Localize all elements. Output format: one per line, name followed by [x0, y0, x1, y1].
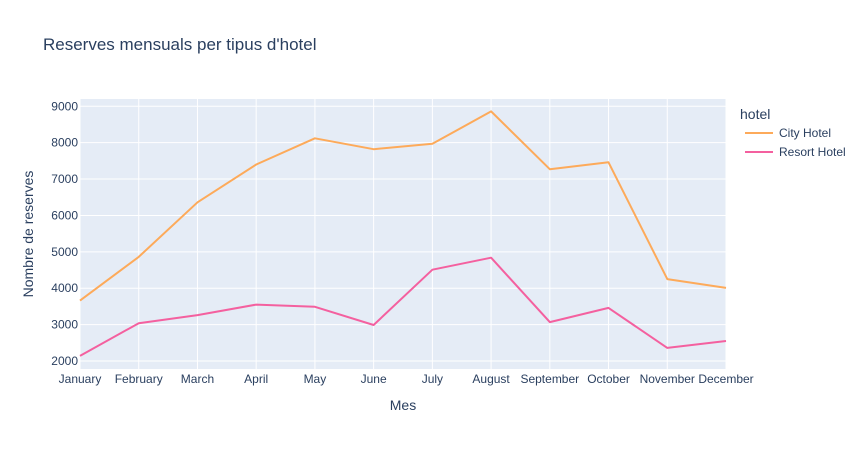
- y-tick-label: 9000: [51, 99, 78, 113]
- chart-title: Reserves mensuals per tipus d'hotel: [43, 35, 317, 54]
- x-axis-ticks: January February March April May June July Augu…: [59, 372, 754, 386]
- y-axis-ticks: 2000 3000 4000 5000 6000 7000 8000 9000: [51, 99, 78, 368]
- x-tick-label: April: [244, 372, 268, 386]
- x-tick-label: June: [361, 372, 387, 386]
- x-tick-label: October: [587, 372, 630, 386]
- y-tick-label: 8000: [51, 136, 78, 150]
- plot-area: [80, 99, 726, 369]
- y-axis-title: Nombre de reserves: [20, 171, 36, 298]
- x-tick-label: May: [304, 372, 327, 386]
- y-tick-label: 5000: [51, 245, 78, 259]
- x-tick-label: July: [422, 372, 443, 386]
- legend: hotel City Hotel Resort Hotel: [740, 106, 846, 159]
- legend-item-label: City Hotel: [779, 126, 831, 140]
- x-tick-label: December: [698, 372, 753, 386]
- x-axis-title: Mes: [390, 397, 416, 413]
- y-tick-label: 7000: [51, 172, 78, 186]
- legend-title: hotel: [740, 106, 770, 122]
- y-tick-label: 2000: [51, 354, 78, 368]
- x-tick-label: November: [640, 372, 695, 386]
- x-tick-label: September: [520, 372, 579, 386]
- y-tick-label: 3000: [51, 318, 78, 332]
- x-tick-label: August: [472, 372, 510, 386]
- x-tick-label: March: [181, 372, 214, 386]
- legend-item-label: Resort Hotel: [779, 145, 846, 159]
- x-tick-label: January: [59, 372, 102, 386]
- x-tick-label: February: [115, 372, 163, 386]
- y-tick-label: 4000: [51, 281, 78, 295]
- y-tick-label: 6000: [51, 208, 78, 222]
